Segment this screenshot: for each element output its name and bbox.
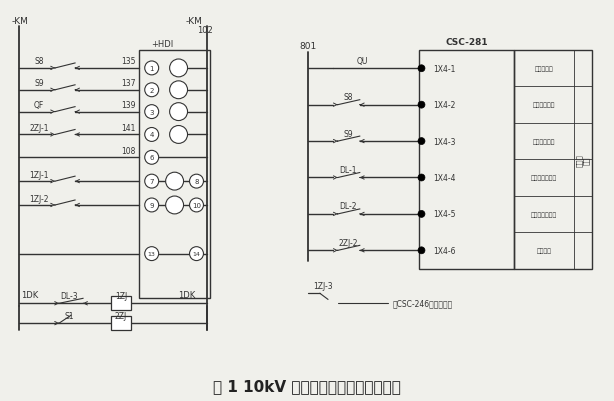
Circle shape (418, 66, 425, 73)
Bar (139, 51, 211, 299)
Circle shape (145, 175, 158, 188)
Text: 1DK: 1DK (21, 290, 39, 299)
Text: 801: 801 (300, 41, 317, 51)
Text: S8: S8 (34, 57, 44, 66)
Text: 2: 2 (150, 87, 154, 93)
Text: 2ZJ: 2ZJ (115, 311, 127, 320)
Text: 1: 1 (149, 66, 154, 72)
Text: -KM: -KM (11, 17, 28, 26)
Text: 换缘器合闸位置: 换缘器合闸位置 (530, 212, 557, 217)
Text: -KM: -KM (185, 17, 203, 26)
Text: S9: S9 (34, 79, 44, 88)
Circle shape (145, 247, 158, 261)
Text: 137: 137 (122, 79, 136, 88)
Bar (419, 51, 514, 269)
Circle shape (418, 247, 425, 254)
Text: S8: S8 (343, 93, 352, 102)
Text: 开关量
输入: 开关量 输入 (576, 154, 590, 166)
Text: 1ZJ: 1ZJ (115, 291, 127, 300)
Text: 2ZJ-1: 2ZJ-1 (29, 124, 49, 133)
Text: S1: S1 (64, 311, 74, 320)
Text: 8: 8 (194, 179, 199, 185)
Text: 3: 3 (149, 109, 154, 115)
Text: 135: 135 (122, 57, 136, 66)
Circle shape (418, 102, 425, 109)
Text: 1X4-3: 1X4-3 (433, 137, 456, 146)
Text: 9: 9 (149, 203, 154, 209)
Text: 141: 141 (122, 124, 136, 133)
Text: 4: 4 (150, 132, 154, 138)
Circle shape (166, 196, 184, 215)
Circle shape (169, 60, 187, 78)
Bar (514, 51, 592, 269)
Text: 1X4-6: 1X4-6 (433, 246, 456, 255)
Text: 13: 13 (148, 251, 155, 257)
Circle shape (169, 82, 187, 99)
Text: 6: 6 (149, 155, 154, 161)
Circle shape (145, 198, 158, 213)
Text: 1X4-4: 1X4-4 (433, 174, 456, 182)
Text: DL-2: DL-2 (339, 202, 357, 211)
Circle shape (145, 128, 158, 142)
Text: 辅助锁柱: 辅助锁柱 (537, 248, 551, 253)
Circle shape (169, 103, 187, 121)
Circle shape (190, 175, 203, 188)
Circle shape (418, 211, 425, 218)
Text: DL-1: DL-1 (339, 166, 357, 174)
Text: CSC-281: CSC-281 (446, 38, 488, 47)
Text: 139: 139 (122, 101, 136, 110)
Circle shape (145, 105, 158, 119)
Text: +HDI: +HDI (152, 39, 174, 49)
Circle shape (190, 198, 203, 213)
Text: 1X4-1: 1X4-1 (433, 65, 456, 73)
Text: 换缘器分闸位置: 换缘器分闸位置 (530, 175, 557, 181)
Text: 图 1 10kV 进线断路器状态信号接线图: 图 1 10kV 进线断路器状态信号接线图 (213, 378, 401, 393)
Text: 102: 102 (198, 26, 213, 34)
Text: 14: 14 (193, 251, 200, 257)
Text: 1DK: 1DK (178, 290, 195, 299)
Text: 1ZJ-2: 1ZJ-2 (29, 194, 49, 203)
Text: 储水方位置: 储水方位置 (535, 66, 553, 72)
Circle shape (166, 173, 184, 190)
Circle shape (145, 83, 158, 97)
Text: 1ZJ-3: 1ZJ-3 (313, 281, 333, 290)
Text: 1X4-5: 1X4-5 (433, 210, 456, 219)
Text: 1ZJ-1: 1ZJ-1 (29, 170, 49, 179)
Circle shape (418, 174, 425, 182)
Text: DL-3: DL-3 (60, 291, 78, 300)
Circle shape (145, 151, 158, 165)
Text: 2ZJ-2: 2ZJ-2 (338, 238, 357, 247)
Text: S9: S9 (343, 129, 352, 138)
Circle shape (169, 126, 187, 144)
Circle shape (190, 247, 203, 261)
Text: 后车上生位置: 后车上生位置 (533, 139, 555, 144)
Text: 10: 10 (192, 203, 201, 209)
Bar (111, 316, 131, 330)
Bar (111, 297, 131, 310)
Circle shape (418, 138, 425, 145)
Text: 后生试验位置: 后生试验位置 (533, 103, 555, 108)
Text: 至CSC-246备自投装置: 至CSC-246备自投装置 (392, 299, 453, 308)
Text: QF: QF (34, 101, 44, 110)
Circle shape (145, 62, 158, 76)
Text: 108: 108 (122, 146, 136, 156)
Text: 1X4-2: 1X4-2 (433, 101, 456, 110)
Text: QU: QU (357, 57, 368, 66)
Text: 7: 7 (149, 179, 154, 185)
